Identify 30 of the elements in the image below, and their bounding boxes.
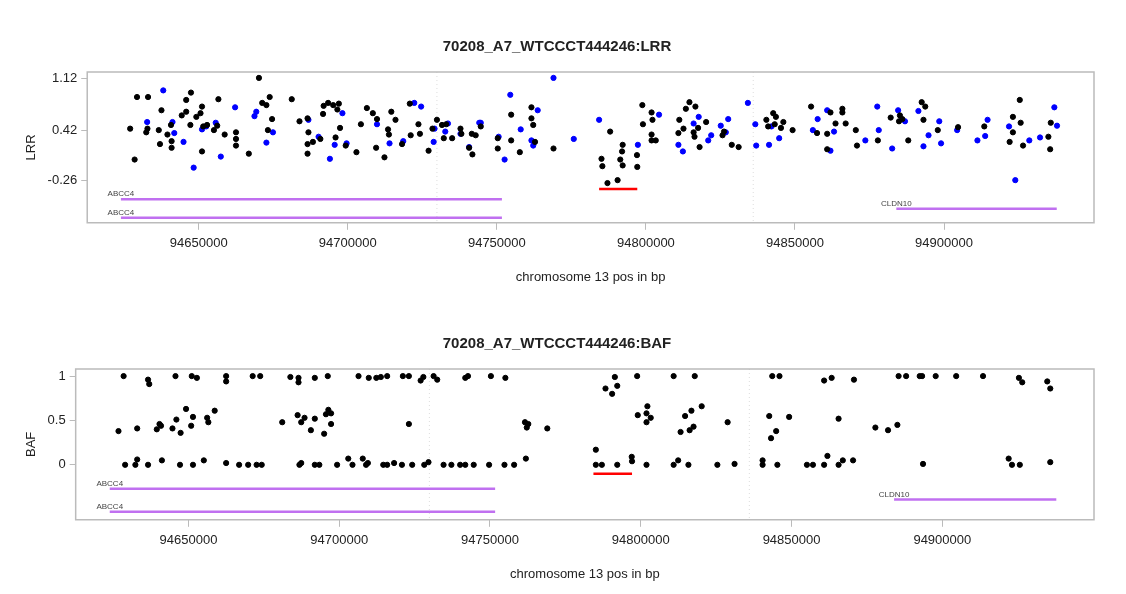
y-tick-label: -0.26 — [47, 171, 78, 187]
x-tick-label: 94650000 — [159, 532, 218, 548]
series-label: ABCC4 — [107, 207, 135, 217]
x-axis-title: chromosome 13 pos in bp — [515, 268, 666, 284]
x-tick-label: 94850000 — [766, 235, 824, 251]
series-label: CLDN10 — [878, 489, 910, 499]
series-label: ABCC4 — [96, 478, 124, 488]
y-tick-label: 0 — [58, 456, 66, 472]
y-tick-label: 0.42 — [51, 121, 78, 137]
y-tick-label: 1 — [58, 367, 66, 383]
y-axis-title: LRR — [23, 134, 39, 161]
x-tick-label: 94800000 — [611, 532, 670, 548]
x-tick-label: 94800000 — [617, 235, 675, 251]
series-label: CLDN10 — [881, 199, 913, 209]
series-label: ABCC4 — [107, 189, 135, 199]
x-tick-label: 94750000 — [467, 235, 526, 251]
x-tick-label: 94850000 — [762, 532, 821, 548]
x-tick-label: 94900000 — [913, 532, 972, 548]
y-tick-label: 0.5 — [47, 412, 66, 428]
series-label: ABCC4 — [96, 502, 124, 512]
y-tick-label: 1.12 — [51, 70, 78, 86]
x-tick-label: 94650000 — [169, 235, 228, 251]
y-axis-title: BAF — [23, 431, 39, 458]
x-tick-label: 94900000 — [915, 235, 973, 251]
x-tick-label: 94700000 — [310, 532, 369, 548]
x-tick-label: 94750000 — [461, 532, 519, 548]
x-tick-label: 94700000 — [318, 235, 377, 251]
chart-title: 70208_A7_WTCCCT444246:BAF — [442, 334, 672, 352]
chart-title: 70208_A7_WTCCCT444246:LRR — [442, 37, 672, 55]
x-axis-title: chromosome 13 pos in bp — [510, 565, 660, 581]
